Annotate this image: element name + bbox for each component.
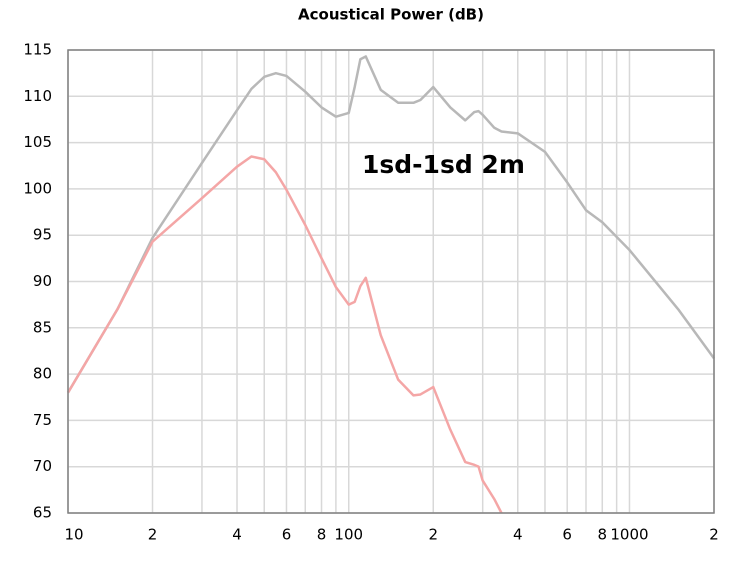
x-tick-label: 8	[598, 526, 608, 544]
y-tick-label: 110	[23, 87, 52, 105]
x-tick-label: 2	[148, 526, 158, 544]
chart-title: Acoustical Power (dB)	[298, 6, 484, 24]
x-tick-label: 2	[709, 526, 719, 544]
y-tick-label: 115	[23, 41, 52, 59]
x-tick-label: 6	[562, 526, 572, 544]
y-tick-label: 100	[23, 179, 52, 197]
x-tick-label: 1000	[610, 526, 648, 544]
y-tick-label: 70	[33, 457, 52, 475]
y-tick-label: 90	[33, 272, 52, 290]
x-tick-label: 100	[334, 526, 363, 544]
y-tick-label: 80	[33, 365, 52, 383]
x-tick-label: 2	[428, 526, 438, 544]
y-tick-label: 95	[33, 226, 52, 244]
y-tick-label: 65	[33, 504, 52, 522]
x-tick-label: 4	[513, 526, 523, 544]
series-line	[66, 55, 716, 394]
x-tick-label: 6	[282, 526, 292, 544]
x-tick-label: 8	[317, 526, 327, 544]
y-tick-label: 85	[33, 318, 52, 336]
x-tick-label: 4	[232, 526, 242, 544]
y-tick-label: 105	[23, 133, 52, 151]
plot-border	[67, 49, 715, 514]
annotation: 1sd-1sd 2m	[362, 150, 525, 179]
series-line	[66, 155, 503, 514]
y-tick-label: 75	[33, 411, 52, 429]
x-tick-label: 10	[64, 526, 83, 544]
